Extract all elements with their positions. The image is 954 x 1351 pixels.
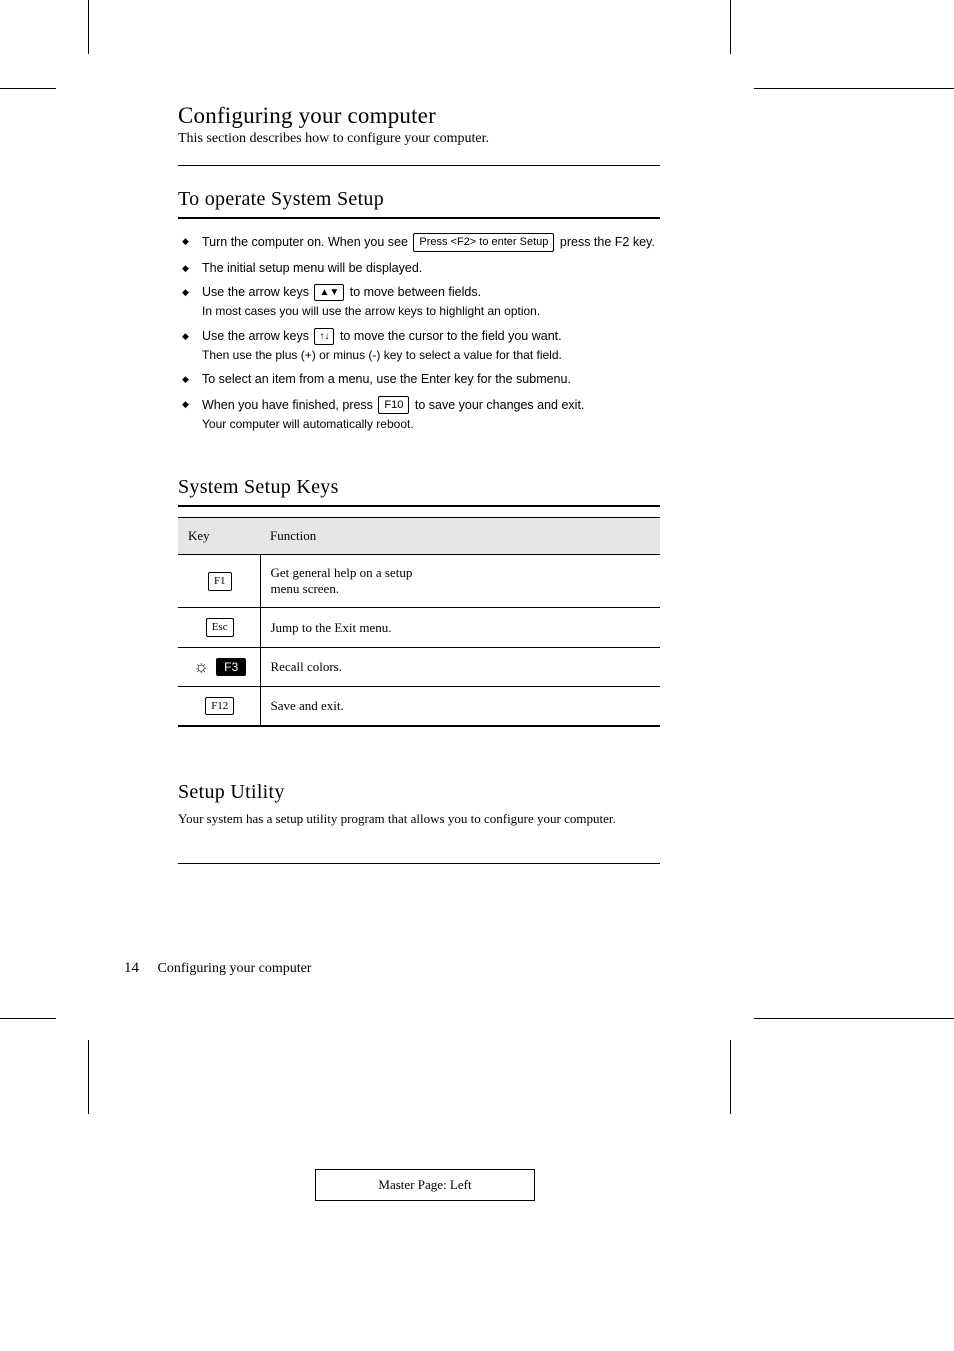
keys-heading: System Setup Keys — [178, 476, 660, 499]
keycap-esc: Esc — [206, 618, 234, 637]
util-lead: Your system has a setup utility program … — [178, 810, 660, 828]
crop-mark — [0, 1018, 56, 1019]
crop-mark — [730, 1040, 731, 1114]
step-text: The initial setup menu will be displayed… — [202, 261, 422, 275]
list-item: Use the arrow keys ▲▼ to move between fi… — [178, 280, 660, 323]
step-note: In most cases you will use the arrow key… — [202, 303, 660, 319]
keys-table: Key Function F1 Get general help on a se… — [178, 517, 660, 727]
column-header-key: Key — [178, 518, 260, 555]
section-title: Configuring your computer — [178, 103, 660, 129]
desc-line: Get general help on a setup — [271, 565, 413, 580]
page-separator — [147, 961, 151, 976]
table-row: F12 Save and exit. — [178, 686, 660, 726]
step-text: Turn the computer on. When you see — [202, 235, 411, 249]
list-item: Use the arrow keys ↑↓ to move the cursor… — [178, 324, 660, 367]
keycap-f10: F10 — [378, 396, 409, 415]
steps-list: Turn the computer on. When you see Press… — [178, 229, 660, 436]
master-page-label: Master Page: Left — [315, 1169, 535, 1201]
page-number: 14 — [124, 960, 139, 976]
function-cell: Get general help on a setup menu screen. — [260, 555, 660, 608]
divider — [178, 863, 660, 864]
list-item: When you have finished, press F10 to sav… — [178, 392, 660, 437]
function-cell: Recall colors. — [260, 647, 660, 686]
function-cell: Jump to the Exit menu. — [260, 608, 660, 648]
util-heading: Setup Utility — [178, 781, 660, 804]
step-text: Use the arrow keys — [202, 285, 312, 299]
table-row: F1 Get general help on a setup menu scre… — [178, 555, 660, 608]
key-cell: F1 — [178, 555, 260, 608]
section-subtitle: This section describes how to configure … — [178, 131, 660, 147]
list-item: Turn the computer on. When you see Press… — [178, 229, 660, 256]
page-body: Configuring your computer This section d… — [178, 103, 660, 886]
key-cell: F12 — [178, 686, 260, 726]
setup-utility-section: Setup Utility Your system has a setup ut… — [178, 781, 660, 863]
brightness-icon: ☼ — [193, 658, 209, 675]
table-header-row: Key Function — [178, 518, 660, 555]
page-footer: 14 Configuring your computer — [124, 960, 311, 977]
divider-thick — [178, 217, 660, 219]
desc-line: menu screen. — [271, 581, 340, 596]
crop-mark — [88, 0, 89, 54]
divider — [178, 165, 660, 166]
crop-mark — [754, 1018, 954, 1019]
arrow-up-down-icon: ▲▼ — [314, 284, 344, 301]
arrow-up-down-icon: ↑↓ — [314, 328, 334, 345]
step-text: When you have finished, press — [202, 398, 376, 412]
operate-heading: To operate System Setup — [178, 188, 660, 211]
function-cell: Save and exit. — [260, 686, 660, 726]
step-note: Then use the plus (+) or minus (-) key t… — [202, 347, 660, 363]
crop-mark — [754, 88, 954, 89]
step-text: to save your changes and exit. — [415, 398, 585, 412]
step-text: to move between fields. — [350, 285, 481, 299]
keycap-f3: F3 — [216, 658, 246, 676]
step-note: Your computer will automatically reboot. — [202, 416, 660, 432]
keycap-f1: F1 — [208, 572, 232, 591]
step-text: press the F2 key. — [560, 235, 655, 249]
step-text: Use the arrow keys — [202, 329, 312, 343]
keycap-f2-prompt: Press <F2> to enter Setup — [413, 233, 554, 252]
divider-thick — [178, 505, 660, 507]
column-header-function: Function — [260, 518, 660, 555]
key-cell: ☼ F3 — [178, 647, 260, 686]
crop-mark — [88, 1040, 89, 1114]
list-item: The initial setup menu will be displayed… — [178, 256, 660, 281]
crop-mark — [0, 88, 56, 89]
keycap-f12: F12 — [205, 697, 234, 716]
step-text: To select an item from a menu, use the E… — [202, 372, 571, 386]
step-text: to move the cursor to the field you want… — [340, 329, 562, 343]
crop-mark — [730, 0, 731, 54]
key-cell: Esc — [178, 608, 260, 648]
list-item: To select an item from a menu, use the E… — [178, 367, 660, 392]
table-row: Esc Jump to the Exit menu. — [178, 608, 660, 648]
page-label: Configuring your computer — [158, 961, 312, 976]
table-row: ☼ F3 Recall colors. — [178, 647, 660, 686]
